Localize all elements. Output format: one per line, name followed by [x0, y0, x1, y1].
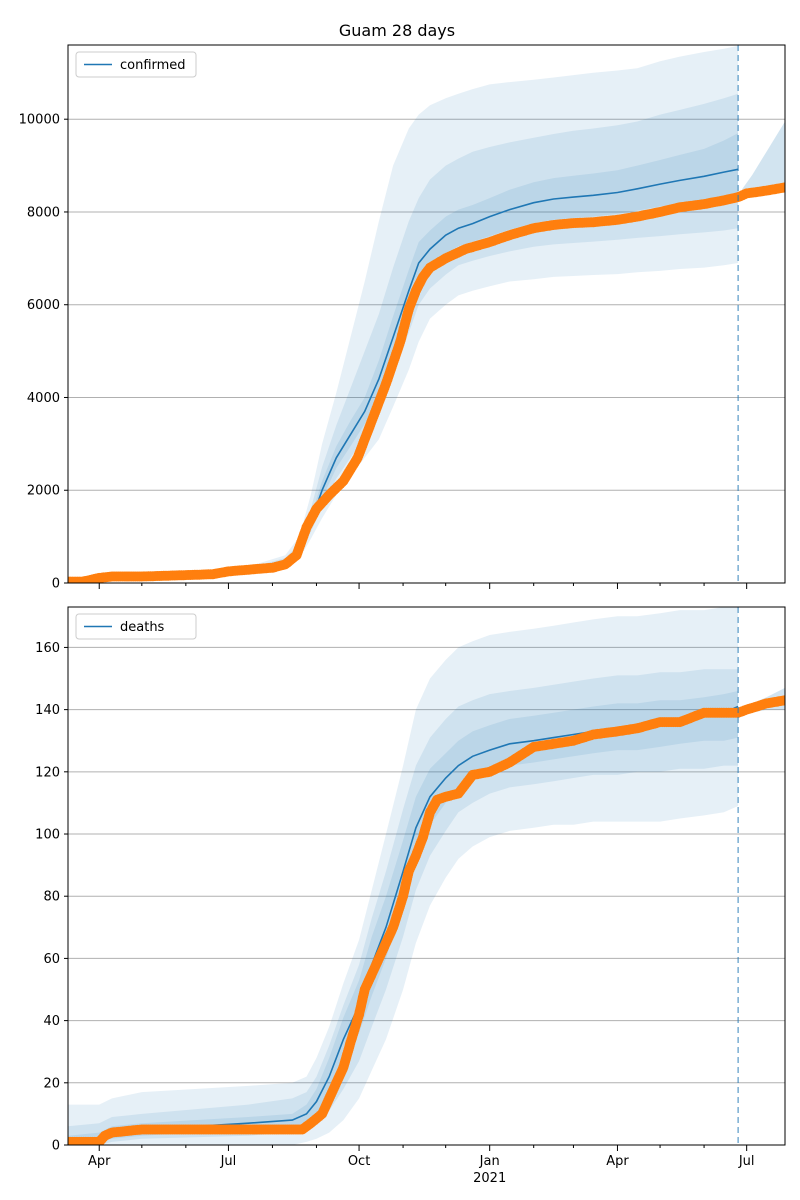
axes-frame — [67, 606, 786, 1146]
observed-point — [780, 182, 785, 193]
x-tick-label: Jul — [738, 1154, 755, 1169]
axes-frame — [67, 44, 786, 584]
deaths-panel: 0 20 40 60 80 100 120 140 160 Apr Jul Oct Jan Apr Jul 2… — [35, 606, 786, 1186]
y-tick-label: 160 — [35, 641, 60, 656]
y-tick-label: 20 — [43, 1076, 60, 1091]
observed-point — [780, 695, 785, 706]
plot-area — [68, 607, 785, 1145]
legend: deaths — [75, 613, 197, 640]
x-tick-label: Oct — [348, 1154, 370, 1169]
y-tick-label: 2000 — [27, 484, 60, 499]
y-tick-label: 6000 — [27, 298, 60, 313]
y-tick-label: 8000 — [27, 205, 60, 220]
y-tick-label: 4000 — [27, 391, 60, 406]
legend-box — [75, 613, 197, 640]
chart-title: Guam 28 days — [339, 21, 455, 40]
legend-label: deaths — [120, 620, 165, 635]
uncertainty-band — [68, 691, 739, 1145]
legend-box — [75, 51, 197, 78]
x-tick-label: Jul — [220, 1154, 237, 1169]
y-tick-label: 10000 — [19, 113, 60, 128]
y-tick-label: 140 — [35, 703, 60, 718]
y-tick-label: 40 — [43, 1014, 60, 1029]
y-tick-label: 0 — [52, 577, 60, 592]
y-tick-label: 120 — [35, 765, 60, 780]
y-tick-label: 100 — [35, 828, 60, 843]
legend: confirmed — [75, 51, 197, 78]
x-tick-label: Apr — [606, 1154, 629, 1169]
confirmed-panel: 0 2000 4000 6000 8000 10000 confirmed — [19, 44, 786, 592]
y-tick-label: 0 — [52, 1139, 60, 1154]
plot-area — [68, 45, 785, 583]
x-tick-label: Jan — [479, 1154, 500, 1169]
uncertainty-band — [68, 133, 739, 581]
x-year-label: 2021 — [473, 1171, 506, 1186]
x-tick-label: Apr — [88, 1154, 111, 1169]
legend-label: confirmed — [120, 58, 186, 73]
y-tick-label: 60 — [43, 952, 60, 967]
y-tick-label: 80 — [43, 890, 60, 905]
future-band — [742, 121, 785, 195]
